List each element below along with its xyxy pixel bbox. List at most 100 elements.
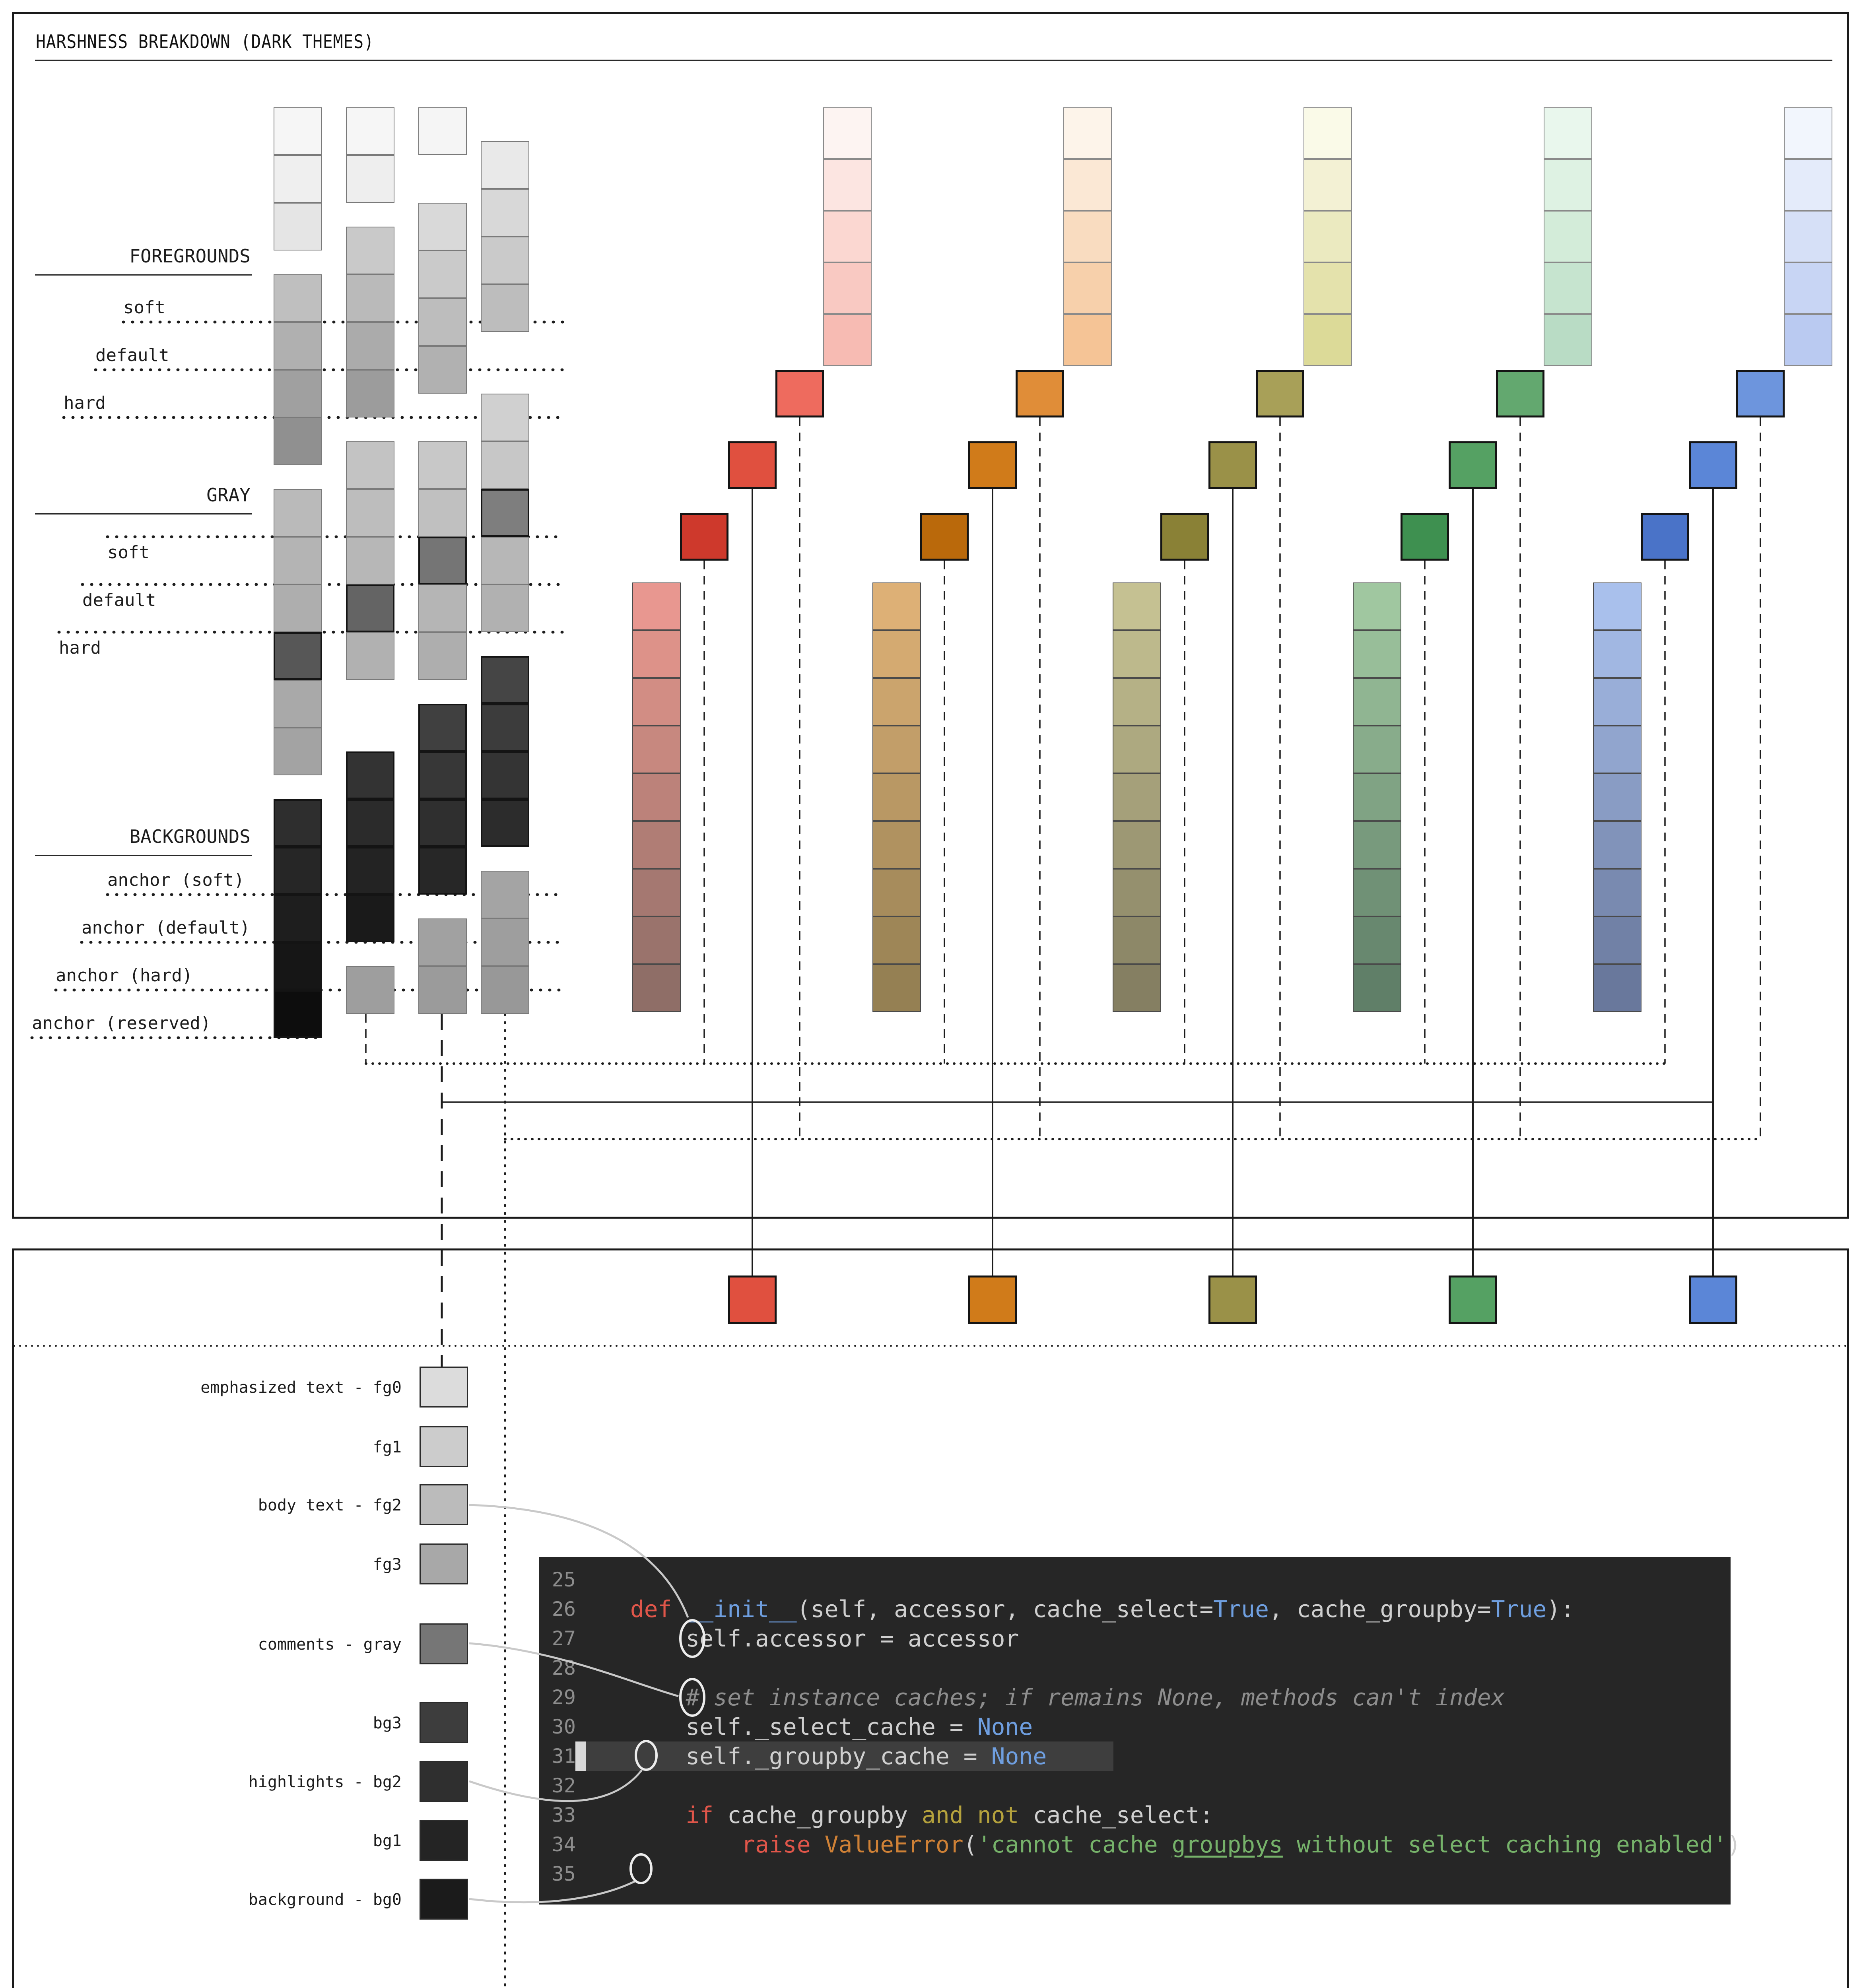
orange-pale-swatch xyxy=(1063,159,1112,211)
orange-pale-swatch xyxy=(1063,211,1112,262)
line-number: 26 xyxy=(552,1598,576,1621)
gray-column-3-swatch xyxy=(418,751,467,799)
palette-swatch-body-text-fg2 xyxy=(420,1484,468,1525)
line-number: 25 xyxy=(552,1568,576,1591)
palette-label: comments - gray xyxy=(258,1635,402,1654)
blue-ramp-swatch xyxy=(1593,964,1641,1012)
orange-ramp-swatch xyxy=(872,630,921,678)
gray-column-2-swatch xyxy=(346,632,394,680)
code-text: # set instance caches; if remains None, … xyxy=(686,1684,1505,1711)
gray-column-3-swatch xyxy=(418,441,467,489)
gray-column-2-swatch xyxy=(346,799,394,847)
green-ramp-swatch xyxy=(1353,726,1401,773)
palette-label: highlights - bg2 xyxy=(248,1773,402,1791)
line-number: 35 xyxy=(552,1862,576,1885)
row-label-anchor-soft-: anchor (soft) xyxy=(107,870,245,890)
orange-pale-swatch xyxy=(1063,262,1112,314)
row-label-default: default xyxy=(82,590,156,610)
text-cursor-block xyxy=(575,1741,586,1771)
orange-ramp-swatch xyxy=(872,916,921,964)
gray-column-1-swatch xyxy=(274,274,322,322)
palette-swatch-background-bg0 xyxy=(420,1879,468,1920)
blue-ramp-swatch xyxy=(1593,630,1641,678)
code-line-30: 30 self._select_cache = None xyxy=(539,1712,1731,1741)
palette-swatch-bg3 xyxy=(420,1702,468,1743)
olive-soft-swatch xyxy=(1256,370,1304,417)
orange-soft-swatch xyxy=(1016,370,1064,417)
gray-column-2-swatch xyxy=(346,441,394,489)
line-number: 34 xyxy=(552,1833,576,1856)
palette-swatch-fg3 xyxy=(420,1543,468,1584)
orange-ramp-swatch xyxy=(872,821,921,869)
row-label-anchor-reserved-: anchor (reserved) xyxy=(32,1013,211,1033)
gray-column-3-swatch xyxy=(418,250,467,298)
callout-curve-bg0-background xyxy=(469,1879,637,1904)
blue-pale-swatch xyxy=(1784,262,1832,314)
orange-pale-swatch xyxy=(1063,107,1112,159)
line-number: 32 xyxy=(552,1774,576,1797)
blue-ramp-swatch xyxy=(1593,821,1641,869)
gray-column-4-swatch xyxy=(481,918,529,966)
green-ramp-swatch xyxy=(1353,630,1401,678)
green-ramp-swatch xyxy=(1353,916,1401,964)
code-line-26: 26 def __init__(self, accessor, cache_se… xyxy=(539,1594,1731,1624)
palette-label: bg1 xyxy=(373,1832,402,1850)
gray-column-1-swatch xyxy=(274,489,322,537)
section-header-underline xyxy=(35,274,252,276)
code-line-29: 29 # set instance caches; if remains Non… xyxy=(539,1683,1731,1712)
orange-ramp-swatch xyxy=(872,964,921,1012)
gray-column-1-swatch xyxy=(274,537,322,584)
palette-swatch-highlights-bg2 xyxy=(420,1761,468,1802)
orange-ramp-swatch xyxy=(872,869,921,916)
gray-column-1-swatch xyxy=(274,584,322,632)
gray-column-4-swatch xyxy=(481,966,529,1014)
gray-column-1-swatch xyxy=(274,203,322,250)
palette-label: fg3 xyxy=(373,1555,402,1574)
palette-label: emphasized text - fg0 xyxy=(200,1378,402,1397)
highlighted-line-background xyxy=(575,1741,1113,1771)
gray-column-4-swatch xyxy=(481,141,529,189)
green-ramp-swatch xyxy=(1353,821,1401,869)
palette-swatch-fg1 xyxy=(420,1426,468,1467)
red-pale-swatch xyxy=(823,211,872,262)
gray-column-2-swatch xyxy=(346,537,394,584)
upper-panel xyxy=(12,12,1849,1219)
gray-column-2-swatch xyxy=(346,584,394,632)
section-header-foregrounds: FOREGROUNDS xyxy=(129,245,251,267)
gray-column-3-swatch xyxy=(418,584,467,632)
code-line-32: 32 xyxy=(539,1771,1731,1800)
gray-column-1-swatch xyxy=(274,728,322,775)
gray-column-2-swatch xyxy=(346,155,394,203)
gray-column-1-swatch xyxy=(274,155,322,203)
palette-swatch-comments-gray xyxy=(420,1623,468,1664)
callout-curve-bg2-highlights xyxy=(469,1769,643,1802)
section-header-underline xyxy=(35,513,252,514)
green-ramp-swatch xyxy=(1353,773,1401,821)
gray-column-1-swatch xyxy=(274,417,322,465)
palette-label: bg3 xyxy=(373,1714,402,1732)
blue-ramp-swatch xyxy=(1593,582,1641,630)
red-soft-swatch xyxy=(775,370,824,417)
olive-ramp-swatch xyxy=(1113,964,1161,1012)
code-text: def __init__(self, accessor, cache_selec… xyxy=(630,1596,1575,1623)
gray-column-1-swatch xyxy=(274,632,322,680)
green-ramp-swatch xyxy=(1353,964,1401,1012)
gray-column-2-swatch xyxy=(346,751,394,799)
section-header-gray: GRAY xyxy=(206,484,251,506)
callout-circle-body-text xyxy=(679,1619,705,1658)
red-default-swatch xyxy=(728,441,777,489)
callout-curve-fg2-body-text xyxy=(469,1504,689,1618)
line-number: 31 xyxy=(552,1745,576,1768)
code-line-31: 31 self._groupby_cache = None xyxy=(539,1741,1731,1771)
gray-column-2-swatch xyxy=(346,370,394,417)
gray-column-4-swatch xyxy=(481,584,529,632)
orange-ramp-swatch xyxy=(872,678,921,726)
blue-ramp-swatch xyxy=(1593,773,1641,821)
gray-column-4-swatch xyxy=(481,871,529,918)
title-underline xyxy=(35,60,1832,61)
callout-curve-gray-comments xyxy=(469,1642,679,1697)
olive-ramp-swatch xyxy=(1113,916,1161,964)
section-header-backgrounds: BACKGROUNDS xyxy=(129,826,251,847)
red-ramp-swatch xyxy=(632,964,681,1012)
